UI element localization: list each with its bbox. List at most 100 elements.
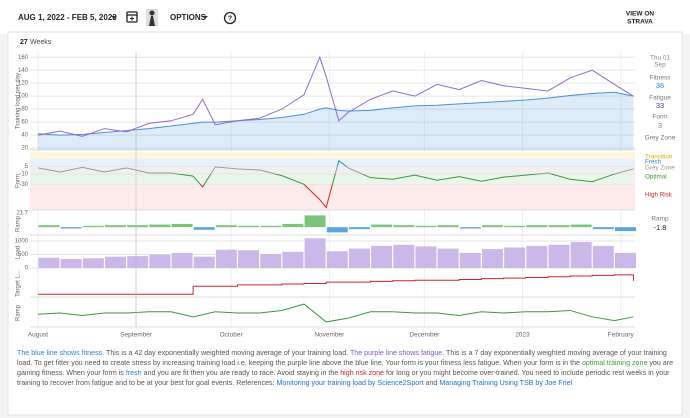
svg-text:?: ?: [228, 15, 232, 22]
caret: [202, 16, 208, 19]
bar: [238, 250, 260, 268]
bar: [437, 248, 459, 268]
bar: [570, 242, 592, 268]
zone-legend: Fresh: [645, 159, 662, 166]
ramp-value: -1.8: [654, 223, 667, 232]
athlete-icon[interactable]: [146, 9, 158, 26]
bar: [415, 246, 437, 268]
help-icon[interactable]: ?: [223, 11, 237, 25]
y-axis-label: Load: [16, 246, 22, 259]
y-tick-label: 500: [18, 252, 29, 258]
bar: [459, 252, 481, 268]
fitness-label: Fitness: [650, 75, 672, 82]
highlight-text: optimal training zone: [581, 359, 648, 367]
y-axis-label: Training load per day: [16, 73, 22, 129]
strava[interactable]: STRAVA: [627, 19, 653, 26]
x-tick-label: October: [220, 332, 244, 339]
highlight-text: The purple line shows fatigue.: [349, 349, 445, 357]
zone-legend: Transition: [645, 154, 673, 161]
y-tick-label: -10: [19, 172, 28, 178]
highlight-text: fresh: [125, 369, 142, 377]
zone-legend: Grey Zone: [645, 165, 675, 172]
line: [37, 91, 634, 136]
line: [37, 55, 634, 137]
bar: [82, 225, 104, 228]
date-range[interactable]: AUG 1, 2022 - FEB 5, 2023: [18, 13, 117, 22]
text: and you are fit then you are ready to ra…: [141, 369, 341, 377]
text: and: [423, 379, 440, 387]
y-axis-label: Target L...: [16, 270, 22, 297]
x-tick-label: December: [409, 332, 440, 339]
text: for long or you might become over-traine…: [17, 369, 670, 387]
fitness-value: 36: [656, 81, 664, 90]
bar: [326, 251, 348, 268]
area: [37, 92, 634, 150]
form-label: Form: [652, 114, 667, 121]
y-tick-label: 40: [21, 133, 28, 139]
bar: [393, 244, 415, 268]
x-tick-label: 2023: [515, 332, 530, 339]
bar: [282, 223, 304, 228]
zone-band: [30, 152, 635, 159]
bar: [371, 245, 393, 268]
explanation: The blue line shows fitness. This is a 4…: [17, 348, 675, 388]
zone-band: [30, 174, 635, 185]
options-menu[interactable]: OPTIONS: [170, 13, 207, 22]
fatigue-value: 33: [656, 101, 664, 110]
text: you are gaining fitness. When your form …: [17, 359, 674, 377]
bar: [260, 253, 282, 268]
bar: [504, 247, 526, 268]
bar: [548, 225, 570, 228]
bar: [393, 225, 415, 228]
step-line: [37, 274, 634, 295]
text: This is a 7 day exponentially weighted m…: [17, 349, 667, 367]
bar: [127, 225, 149, 228]
y-tick-label: 20: [21, 146, 28, 152]
bar: [348, 248, 370, 268]
bar: [304, 215, 326, 228]
x-tick-label: September: [120, 332, 153, 339]
caret: [111, 16, 117, 19]
bar: [193, 256, 215, 268]
line: [37, 159, 634, 209]
bar: [105, 256, 127, 268]
y-tick-label: 120: [18, 81, 29, 87]
y-tick-label: 140: [18, 68, 29, 74]
y-axis-label: Ramp: [16, 215, 22, 232]
y-tick-label: -30: [19, 182, 28, 188]
bar: [504, 225, 526, 228]
bar: [526, 245, 548, 268]
text: This is a 42 day exponentially weighted …: [104, 349, 350, 357]
zone-band: [30, 184, 635, 210]
x-tick-label: February: [608, 332, 635, 339]
bar: [38, 257, 60, 268]
y-tick-label: 0: [25, 266, 29, 272]
bar: [437, 225, 459, 228]
bar: [326, 227, 348, 233]
x-tick-label: November: [314, 332, 345, 339]
calendar-icon[interactable]: [126, 11, 138, 23]
bar: [260, 225, 282, 228]
weeks-unit: Weeks: [30, 39, 52, 46]
bar: [615, 227, 636, 232]
view-on[interactable]: VIEW ON: [626, 11, 654, 18]
bar: [60, 227, 82, 229]
y-axis-label: Form: [16, 174, 22, 188]
bar: [526, 225, 548, 228]
bar: [481, 225, 503, 228]
y-tick-label: 160: [18, 55, 29, 61]
bar: [415, 225, 437, 228]
highlight-text: Managing Training Using TSB by Joe Friel: [439, 379, 573, 387]
highlight-text: The blue line shows fitness.: [17, 349, 105, 357]
bar: [615, 252, 636, 268]
highlight-text: high risk zone: [340, 369, 385, 377]
line: [37, 303, 634, 323]
bar: [282, 251, 304, 268]
y-tick-label: 5: [25, 164, 29, 170]
bar: [171, 252, 193, 268]
bar: [548, 244, 570, 268]
ramp-label: Ramp: [651, 216, 669, 223]
bar: [592, 227, 614, 230]
bar: [105, 225, 127, 228]
